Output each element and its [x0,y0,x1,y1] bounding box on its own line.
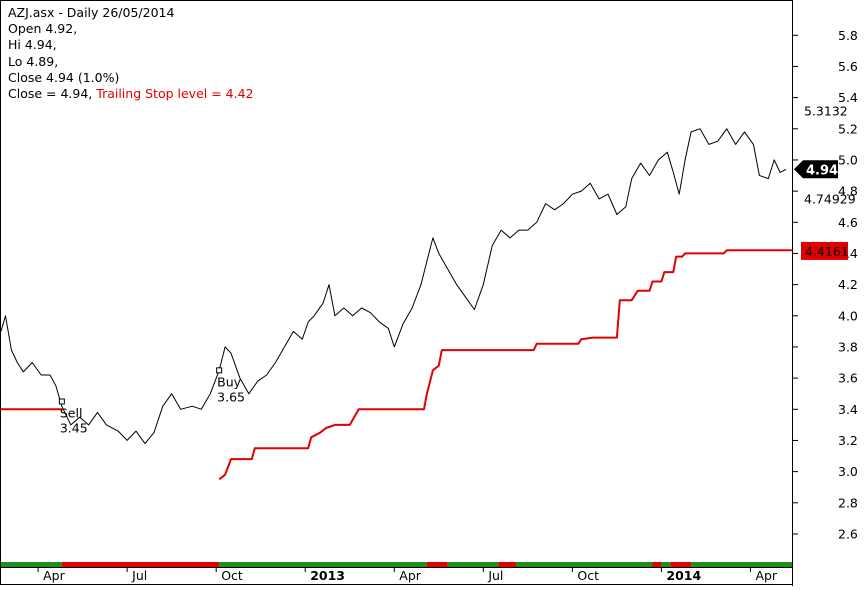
signal-bar-segment-3 [426,562,448,567]
signal-bar-segment-8 [661,562,671,567]
sell-marker [58,398,65,405]
y-tick-label-3: 3.2 [838,433,858,448]
y-tick-label-6: 3.8 [838,339,858,354]
quote-info-panel: AZJ.asx - Daily 26/05/2014 Open 4.92, Hi… [8,5,253,102]
buy-label: Buy [217,374,241,389]
x-tick-label-8: Apr [755,568,777,583]
y-tick-label-11: 4.8 [838,184,858,199]
y-tick-label-1: 2.8 [838,495,858,510]
stop-level-label: 4.4161 [805,244,849,259]
x-tick-label-7: 2014 [666,568,701,583]
signal-bar-segment-7 [652,562,662,567]
x-tick-label-5: Jul [487,568,503,583]
y-tick-label-2: 3.0 [838,464,858,479]
high-value: Hi 4.94, [8,37,57,53]
signal-bar-segment-10 [691,562,792,567]
x-tick-label-1: Jul [131,568,147,583]
signal-bar-segment-4 [447,562,499,567]
y-tick-label-16: 5.8 [838,28,858,43]
stop-level-box [801,241,848,260]
close-price-line [0,128,787,445]
x-tick-label-3: 2013 [310,568,345,583]
trailing-stop-level: Trailing Stop level = 4.42 [96,86,254,102]
signal-bar-segment-5 [498,562,516,567]
last-price-flag [794,160,838,179]
open-value: Open 4.92, [8,21,78,37]
close-change: Close 4.94 (1.0%) [8,69,120,85]
close-equals: Close = 4.94, [8,86,93,102]
y-tick-label-12: 5.0 [838,152,858,167]
y-tick-label-4: 3.4 [838,402,858,417]
y-tick-label-13: 5.2 [838,121,858,136]
low-value: Lo 4.89, [8,53,59,69]
close-stop-line: Close = 4.94, Trailing Stop level = 4.42 [8,86,253,102]
axis-value-label-2: 4.74929 [804,192,856,207]
y-tick-label-0: 2.6 [838,526,858,541]
y-tick-label-5: 3.6 [838,371,858,386]
x-tick-label-4: Apr [399,568,421,583]
y-tick-label-15: 5.6 [838,59,858,74]
signal-bar-segment-6 [515,562,653,567]
signal-bar-segment-2 [219,562,427,567]
sell-price-label: 3.45 [60,420,88,435]
y-tick-label-7: 4.0 [838,308,858,323]
trailing-stop-line [1,249,792,481]
signal-bar-segment-9 [670,562,692,567]
signal-bar-segment-1 [61,562,220,567]
x-tick-label-0: Apr [43,568,65,583]
y-tick-label-8: 4.2 [838,277,858,292]
plot-frame [0,0,793,585]
chart-title: AZJ.asx - Daily 26/05/2014 [8,5,175,20]
last-price-label: 4.94 [806,163,838,178]
x-tick-label-6: Oct [577,568,599,583]
sell-label: Sell [60,405,83,420]
signal-bar-segment-0 [1,562,62,567]
buy-marker [216,367,223,374]
x-tick-label-2: Oct [221,568,243,583]
axis-value-label-0: 5.3132 [804,104,848,119]
buy-price-label: 3.65 [217,389,245,404]
y-tick-label-10: 4.6 [838,215,858,230]
y-tick-label-14: 5.4 [838,90,858,105]
